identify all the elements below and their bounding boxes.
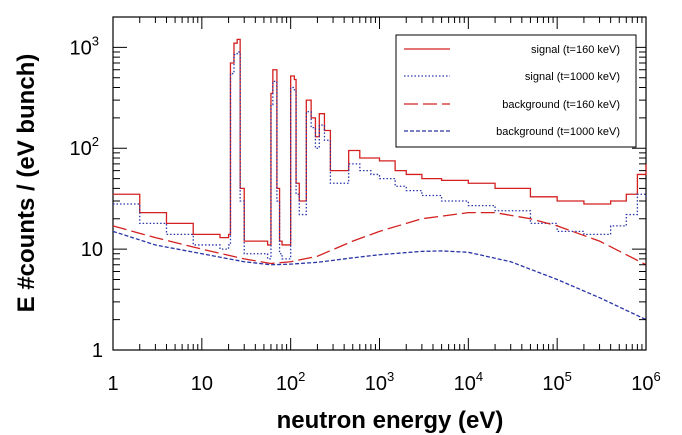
x-tick-label: 1 <box>107 373 118 395</box>
legend: signal (t=160 keV) signal (t=1000 keV) b… <box>395 34 637 148</box>
legend-label-2: background (t=160 keV) <box>502 99 620 111</box>
y-tick-label: 1 <box>92 340 103 362</box>
y-tick-label: 102 <box>70 134 99 160</box>
x-tick-label: 106 <box>631 369 660 395</box>
legend-box <box>395 34 637 148</box>
legend-label-3: background (t=1000 keV) <box>496 126 620 138</box>
legend-label-0: signal (t=160 keV) <box>531 44 620 56</box>
y-tick-label: 10 <box>81 239 103 261</box>
tick-labels-layer: 1 10 102 103 104 105 106 1 10 102 103 <box>70 33 661 395</box>
series-line-0 <box>113 38 647 246</box>
x-tick-label: 104 <box>454 369 483 395</box>
x-tick-label: 102 <box>276 369 305 395</box>
series-line-2 <box>112 211 647 266</box>
series-line-1 <box>113 51 647 260</box>
x-axis-title: neutron energy (eV) <box>277 407 504 434</box>
x-tick-label: 10 <box>191 373 213 395</box>
curves-layer <box>112 38 647 321</box>
y-axis-title: E #counts / (eV bunch) <box>13 54 40 313</box>
legend-label-1: signal (t=1000 keV) <box>525 71 620 83</box>
series-line-3 <box>112 230 647 321</box>
y-tick-label: 103 <box>70 33 99 59</box>
x-tick-label: 105 <box>542 369 571 395</box>
x-tick-label: 103 <box>365 369 394 395</box>
ticks-layer <box>112 16 647 351</box>
